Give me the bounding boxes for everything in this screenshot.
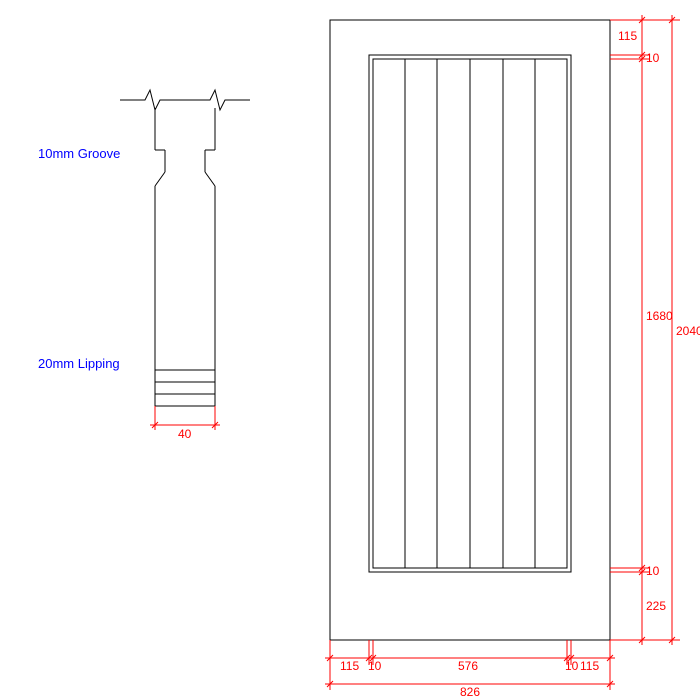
lipping-label: 20mm Lipping <box>38 356 120 371</box>
dim-thickness-40: 40 <box>150 406 220 441</box>
technical-drawing-svg: 10mm Groove 20mm Lipping 40 <box>0 0 700 700</box>
section-detail: 10mm Groove 20mm Lipping 40 <box>38 90 250 441</box>
groove-label: 10mm Groove <box>38 146 120 161</box>
door-elevation: 115 10 576 10 115 826 <box>325 15 700 699</box>
svg-text:40: 40 <box>178 427 192 441</box>
svg-text:115: 115 <box>618 29 637 43</box>
bottom-dimensions: 115 10 576 10 115 826 <box>325 640 615 699</box>
svg-text:115: 115 <box>580 659 599 673</box>
svg-text:2040: 2040 <box>676 324 700 338</box>
vertical-boards <box>405 59 535 568</box>
drawing-canvas: 10mm Groove 20mm Lipping 40 <box>0 0 700 700</box>
svg-text:10: 10 <box>368 659 382 673</box>
break-line-top-right <box>185 90 250 110</box>
break-line-top-left <box>120 90 185 110</box>
svg-text:10: 10 <box>646 51 660 65</box>
svg-text:826: 826 <box>460 685 480 699</box>
svg-text:225: 225 <box>646 599 666 613</box>
svg-text:10: 10 <box>565 659 579 673</box>
right-dimensions: 115 10 1680 10 225 2040 <box>610 15 700 645</box>
svg-text:1680: 1680 <box>646 309 673 323</box>
svg-text:115: 115 <box>340 659 359 673</box>
svg-text:576: 576 <box>458 659 478 673</box>
svg-text:10: 10 <box>646 564 660 578</box>
